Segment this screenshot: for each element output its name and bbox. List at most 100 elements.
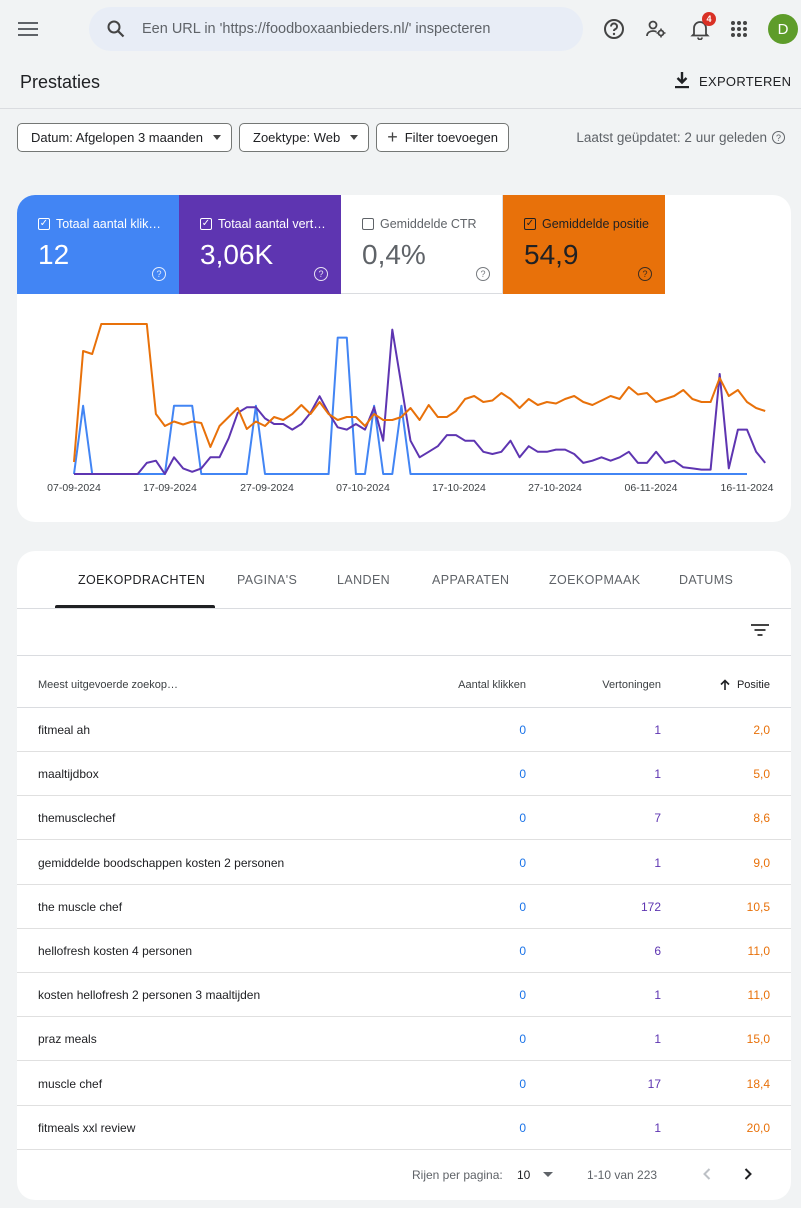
table-filter-row: [17, 609, 791, 656]
export-button[interactable]: EXPORTEREN: [674, 71, 791, 92]
tab-search-appearance[interactable]: ZOEKOPMAAK: [549, 573, 641, 587]
sort-arrow-up-icon: [720, 679, 730, 690]
metric-value: 54,9: [524, 239, 579, 270]
help-icon[interactable]: ?: [476, 267, 490, 281]
x-tick-label: 16-11-2024: [721, 482, 774, 494]
url-inspect-search[interactable]: [89, 7, 583, 51]
tab-dates[interactable]: DATUMS: [679, 573, 734, 587]
avatar[interactable]: D: [768, 14, 798, 44]
apps-grid-icon[interactable]: [725, 15, 753, 43]
help-icon[interactable]: ?: [152, 267, 166, 281]
metric-total-impressions[interactable]: ✓ Totaal aantal vert… 3,06K ?: [179, 195, 341, 294]
position-cell: 9,0: [753, 855, 770, 870]
x-tick-label: 07-09-2024: [47, 482, 101, 494]
metric-tiles: ✓ Totaal aantal klik… 12 ? ✓ Totaal aant…: [17, 195, 665, 294]
tab-countries[interactable]: LANDEN: [337, 573, 391, 587]
previous-page-icon[interactable]: [697, 1164, 717, 1184]
impressions-cell: 1: [654, 767, 661, 782]
search-type-chip[interactable]: Zoektype: Web: [239, 123, 370, 152]
filter-icon[interactable]: [750, 622, 772, 642]
clicks-cell: 0: [519, 811, 526, 826]
x-tick-label: 07-10-2024: [336, 482, 390, 494]
table-row[interactable]: praz meals 0 1 15,0: [17, 1017, 791, 1062]
position-cell: 10,5: [746, 899, 770, 914]
table-row[interactable]: muscle chef 0 17 18,4: [17, 1062, 791, 1106]
dropdown-arrow-icon: [350, 135, 359, 140]
tab-pages[interactable]: PAGINA'S: [237, 573, 298, 587]
search-input[interactable]: [142, 21, 562, 37]
impressions-cell: 1: [654, 1032, 661, 1047]
header-clicks[interactable]: Aantal klikken: [458, 679, 526, 691]
impressions-cell: 6: [654, 944, 661, 958]
table-row[interactable]: themusclechef 0 7 8,6: [17, 796, 791, 841]
tab-devices[interactable]: APPARATEN: [432, 573, 510, 587]
position-cell: 11,0: [747, 988, 770, 1003]
clicks-cell: 0: [519, 944, 526, 958]
metric-total-clicks[interactable]: ✓ Totaal aantal klik… 12 ?: [17, 195, 179, 294]
checkbox-checked-icon[interactable]: ✓: [524, 218, 536, 230]
query-cell: kosten hellofresh 2 personen 3 maaltijde…: [38, 988, 261, 1003]
impressions-cell: 172: [640, 899, 661, 914]
notifications-icon[interactable]: 4: [686, 12, 716, 43]
metric-average-ctr[interactable]: Gemiddelde CTR 0,4% ?: [341, 195, 503, 294]
metric-average-position[interactable]: ✓ Gemiddelde positie 54,9 ?: [503, 195, 665, 294]
user-settings-icon[interactable]: [642, 15, 670, 43]
next-page-icon[interactable]: [738, 1164, 758, 1184]
table-row[interactable]: fitmeal ah 0 1 2,0: [17, 708, 791, 752]
rows-per-page-select[interactable]: 10: [517, 1168, 531, 1182]
date-filter-chip[interactable]: Datum: Afgelopen 3 maanden: [17, 123, 233, 152]
checkbox-unchecked-icon[interactable]: [362, 218, 374, 230]
tab-queries[interactable]: ZOEKOPDRACHTEN: [78, 573, 206, 587]
series-line-1: [74, 328, 766, 475]
table-row[interactable]: fitmeals xxl review 0 1 20,0: [17, 1106, 791, 1150]
query-cell: themusclechef: [38, 811, 116, 826]
table-row[interactable]: gemiddelde boodschappen kosten 2 persone…: [17, 841, 791, 885]
metric-label: ✓ Totaal aantal klik…: [38, 217, 161, 231]
position-cell: 18,4: [746, 1076, 770, 1091]
table-row[interactable]: hellofresh kosten 4 personen 0 6 11,0: [17, 929, 791, 973]
table-row[interactable]: kosten hellofresh 2 personen 3 maaltijde…: [17, 973, 791, 1018]
top-bar: 4 D: [0, 0, 801, 58]
performance-line-chart: 07-09-2024 17-09-2024 27-09-2024 07-10-2024…: [47, 323, 774, 494]
metric-label-text: Totaal aantal vert…: [218, 217, 326, 231]
add-filter-button[interactable]: + Filter toevoegen: [376, 123, 509, 152]
results-table-card: ZOEKOPDRACHTEN PAGINA'S LANDEN APPARATEN…: [17, 551, 791, 1200]
query-cell: fitmeals xxl review: [38, 1120, 136, 1135]
impressions-cell: 17: [647, 1076, 661, 1091]
query-cell: hellofresh kosten 4 personen: [38, 944, 193, 958]
impressions-cell: 7: [654, 811, 661, 826]
header-position[interactable]: Positie: [719, 679, 770, 691]
checkbox-checked-icon[interactable]: ✓: [200, 218, 212, 230]
x-tick-label: 17-10-2024: [432, 482, 486, 494]
dropdown-arrow-icon[interactable]: [543, 1172, 553, 1177]
table-row[interactable]: maaltijdbox 0 1 5,0: [17, 752, 791, 797]
impressions-cell: 1: [654, 723, 661, 737]
help-icon[interactable]: ?: [772, 131, 785, 144]
date-filter-label: Datum: Afgelopen 3 maanden: [31, 130, 204, 145]
search-type-label: Zoektype: Web: [253, 130, 341, 145]
table-row[interactable]: the muscle chef 0 172 10,5: [17, 885, 791, 929]
help-icon[interactable]: ?: [314, 267, 328, 281]
pagination: Rijen per pagina: 10 1-10 van 223: [17, 1158, 791, 1192]
help-icon[interactable]: ?: [638, 267, 652, 281]
clicks-cell: 0: [519, 899, 526, 914]
clicks-cell: 0: [519, 1076, 526, 1091]
help-icon[interactable]: [600, 15, 628, 43]
last-updated-text: Laatst geüpdatet: 2 uur geleden: [576, 130, 767, 145]
menu-icon[interactable]: [14, 15, 42, 43]
position-cell: 5,0: [753, 767, 770, 782]
active-tab-indicator: [55, 605, 215, 608]
header-divider: [0, 108, 801, 109]
checkbox-checked-icon[interactable]: ✓: [38, 218, 50, 230]
metric-value: 0,4%: [362, 239, 426, 270]
header-position-label: Positie: [736, 679, 770, 691]
last-updated: Laatst geüpdatet: 2 uur geleden ?: [576, 130, 785, 145]
impressions-cell: 1: [654, 988, 661, 1003]
add-filter-label: Filter toevoegen: [404, 130, 498, 145]
filter-bar: Datum: Afgelopen 3 maanden Zoektype: Web…: [17, 123, 509, 152]
header-query[interactable]: Meest uitgevoerde zoekop…: [38, 679, 179, 691]
header-impressions[interactable]: Vertoningen: [602, 679, 661, 691]
clicks-cell: 0: [519, 988, 526, 1003]
export-label: EXPORTEREN: [699, 74, 792, 89]
plus-icon: +: [387, 127, 398, 147]
